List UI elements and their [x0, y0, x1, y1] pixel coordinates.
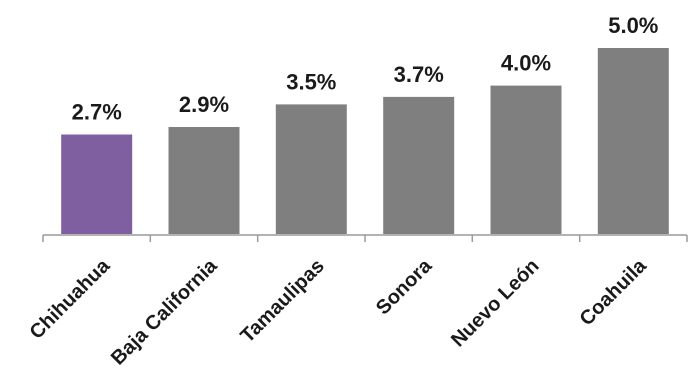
category-label-5: Coahuila — [576, 254, 652, 330]
category-label-0: Chihuahua — [26, 254, 115, 343]
bar-4 — [488, 83, 564, 236]
x-axis-ticks-group — [42, 235, 688, 242]
value-label-2: 3.5% — [286, 69, 336, 94]
category-label-4: Nuevo León — [447, 255, 543, 351]
value-label-1: 2.9% — [179, 92, 229, 117]
bar-3 — [381, 94, 457, 237]
bar-1 — [166, 125, 242, 236]
bar-2 — [273, 102, 349, 237]
value-label-3: 3.7% — [394, 62, 444, 87]
category-label-2: Tamaulipas — [237, 255, 329, 347]
value-label-0: 2.7% — [72, 100, 122, 125]
bars-group — [59, 46, 671, 237]
bar-5 — [595, 46, 671, 236]
bar-0 — [59, 132, 135, 236]
value-label-4: 4.0% — [501, 51, 551, 76]
category-label-3: Sonora — [372, 254, 437, 319]
value-label-5: 5.0% — [608, 13, 658, 38]
category-label-1: Baja California — [107, 254, 222, 369]
value-labels-group: 2.7% 2.9% 3.5% 3.7% 4.0% 5.0% — [72, 13, 659, 125]
